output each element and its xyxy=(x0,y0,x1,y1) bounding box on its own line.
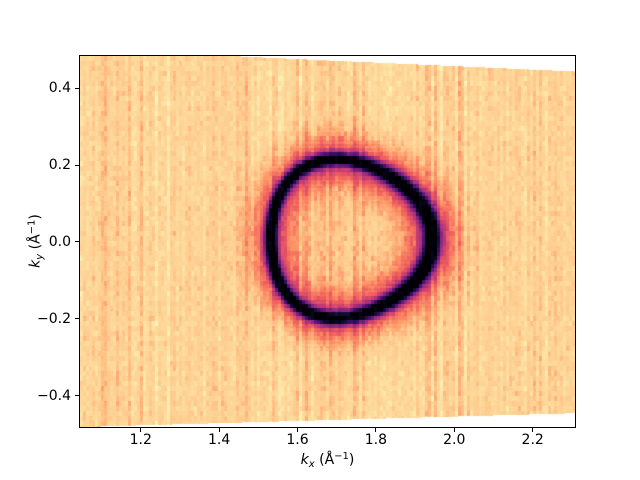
y-tick-label: 0.2 xyxy=(48,157,71,174)
x-tick-mark xyxy=(532,428,534,432)
x-axis-symbol: k xyxy=(300,452,309,468)
x-tick-mark xyxy=(218,428,220,432)
x-tick-mark xyxy=(375,428,377,432)
x-tick-label: 1.2 xyxy=(129,432,152,448)
y-tick-mark xyxy=(75,164,79,166)
x-tick-mark xyxy=(297,428,299,432)
x-tick-mark xyxy=(140,428,142,432)
plot-area xyxy=(79,55,576,428)
x-tick-label: 2.2 xyxy=(521,432,544,448)
y-tick-mark xyxy=(75,241,79,243)
heatmap-canvas xyxy=(80,56,575,427)
y-tick-label: −0.2 xyxy=(37,310,71,327)
y-axis-symbol: k xyxy=(27,259,44,268)
y-tick-label: 0.4 xyxy=(48,80,71,97)
y-tick-mark xyxy=(75,395,79,396)
x-axis-label: kx (Å−1) xyxy=(300,451,355,470)
y-tick-label: 0.0 xyxy=(48,233,71,250)
x-tick-label: 1.4 xyxy=(207,432,231,448)
x-tick-mark xyxy=(453,428,455,432)
x-tick-label: 2.0 xyxy=(443,432,466,448)
y-tick-mark xyxy=(75,318,79,320)
y-tick-mark xyxy=(75,87,79,89)
y-tick-label: −0.4 xyxy=(37,387,71,404)
x-tick-label: 1.6 xyxy=(286,432,309,448)
x-tick-label: 1.8 xyxy=(364,432,388,448)
